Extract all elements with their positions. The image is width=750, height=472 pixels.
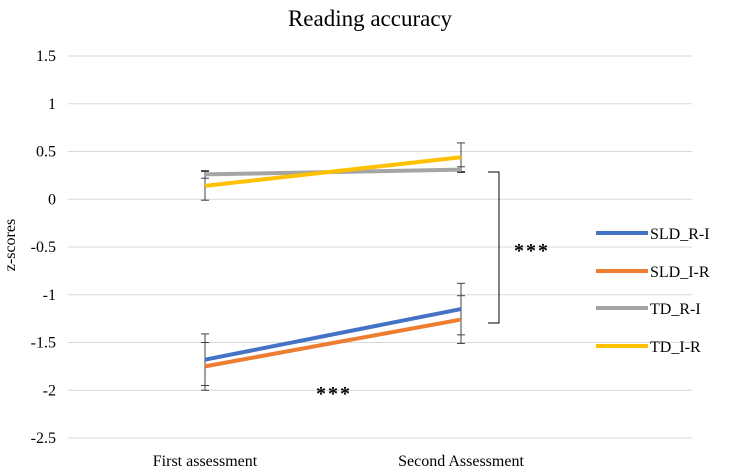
series-lines bbox=[204, 155, 462, 369]
significance-annotations: *** *** bbox=[316, 171, 550, 405]
y-tick-label: -1.5 bbox=[31, 335, 56, 352]
y-tick-label: -2.5 bbox=[31, 430, 56, 447]
y-tick-label: 0 bbox=[48, 191, 56, 208]
y-tick-label: -1 bbox=[43, 287, 56, 304]
gridlines bbox=[68, 55, 692, 439]
y-tick-label: -0.5 bbox=[31, 239, 56, 256]
series-line-TD_I-R bbox=[204, 155, 462, 188]
series-line-SLD_I-R bbox=[204, 317, 462, 369]
y-tick-label: 1.5 bbox=[36, 48, 56, 65]
legend-label: SLD_R-I bbox=[650, 226, 710, 243]
x-tick-label: First assessment bbox=[153, 453, 258, 470]
x-tick-labels: First assessment Second Assessment bbox=[153, 453, 525, 470]
significance-label-bracket: *** bbox=[514, 240, 550, 262]
legend: SLD_R-I SLD_I-R TD_R-I TD_I-R bbox=[596, 226, 710, 356]
y-tick-label: -2 bbox=[43, 382, 56, 399]
significance-label-bottom: *** bbox=[316, 383, 352, 405]
y-tick-labels: 1.5 1 0.5 0 -0.5 -1 -1.5 -2 -2.5 bbox=[31, 48, 56, 447]
chart-title: Reading accuracy bbox=[288, 6, 453, 31]
legend-label: TD_I-R bbox=[650, 339, 701, 356]
y-tick-label: 1 bbox=[48, 96, 56, 113]
legend-label: SLD_I-R bbox=[650, 264, 710, 281]
y-axis-label: z-scores bbox=[2, 219, 19, 271]
significance-bracket bbox=[488, 171, 500, 324]
legend-label: TD_R-I bbox=[650, 301, 701, 318]
x-tick-label: Second Assessment bbox=[398, 453, 524, 470]
y-tick-label: 0.5 bbox=[36, 144, 56, 161]
series-line-SLD_R-I bbox=[204, 307, 462, 362]
